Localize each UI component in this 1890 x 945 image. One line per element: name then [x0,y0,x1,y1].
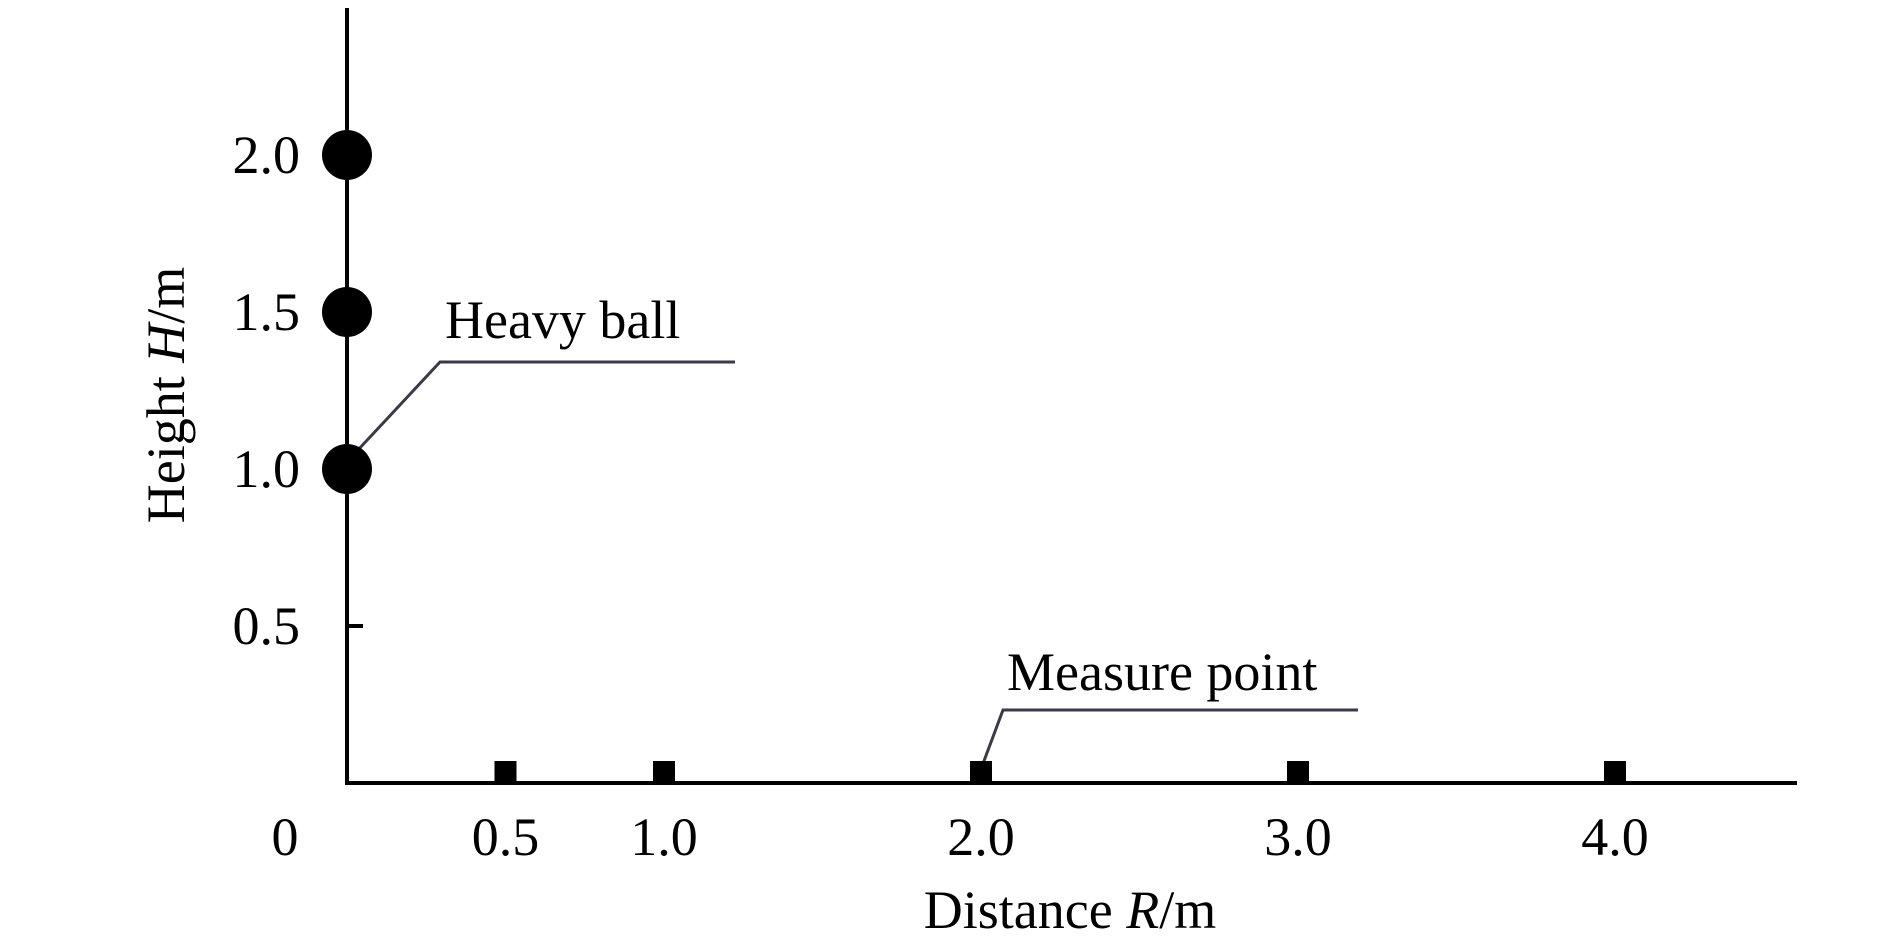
x-tick-label: 0.5 [472,807,540,867]
ticks [347,153,363,628]
annotation-leaders [355,360,1358,770]
y-axis-title: Height H/m [136,267,196,524]
x-tick-label: 1.0 [630,807,698,867]
measure-point-marker [653,761,675,783]
annotation-label: Heavy ball [445,290,680,350]
heavy-ball-marker [322,287,372,337]
annotation-label: Measure point [1007,642,1317,702]
x-tick-label: 3.0 [1264,807,1332,867]
x-axis-title: Distance R/m [924,880,1216,940]
y-tick-label: 0.5 [233,596,301,656]
measure-point-marker [970,761,992,783]
annotation-leader-line [355,360,735,453]
x-tick-label: 0 [272,807,299,867]
y-tick-label: 2.0 [233,125,301,185]
annotation-leader-line [979,708,1358,770]
labels: 0.5 1.0 1.5 2.0 0 0.5 1.0 2.0 3.0 4.0 Heavy ball Me… [233,125,1649,867]
heavy-ball-marker [322,444,372,494]
measure-point-marker [1604,761,1626,783]
measure-point-marker [1287,761,1309,783]
y-tick-label: 1.5 [233,282,301,342]
heavy-ball-marker [322,130,372,180]
measure-point-marker [494,761,517,783]
x-tick-label: 2.0 [947,807,1015,867]
x-tick-label: 4.0 [1581,807,1649,867]
y-tick-label: 1.0 [233,439,301,499]
data-marks [322,130,1626,783]
